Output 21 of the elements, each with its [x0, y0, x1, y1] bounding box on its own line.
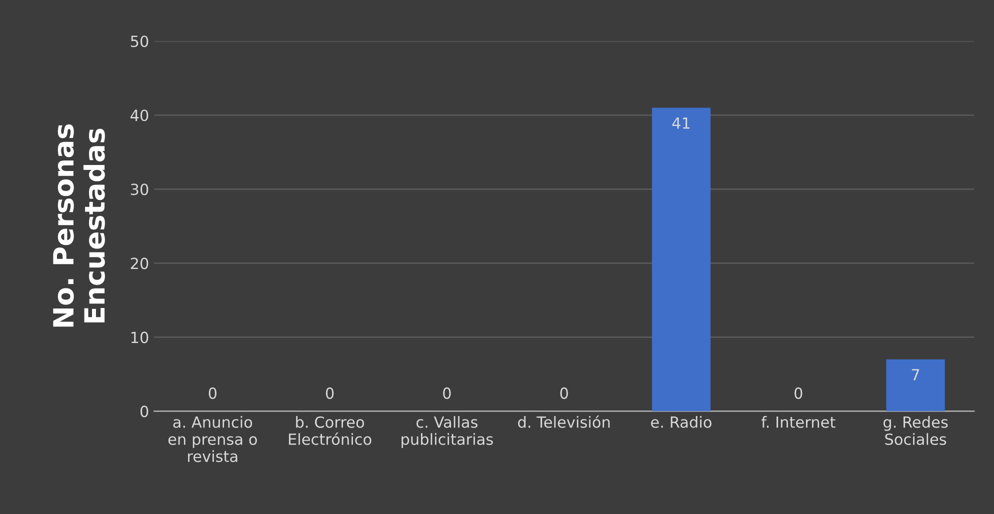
x-tick-label: f. Internet — [761, 416, 836, 428]
data-label: 0 — [208, 387, 216, 399]
y-tick-label: 0 — [140, 406, 148, 418]
x-tick-label: e. Radio — [651, 416, 712, 428]
data-label: 0 — [326, 387, 334, 399]
y-axis-title: No. Personas Encuestadas — [53, 124, 105, 327]
data-label: 0 — [443, 387, 451, 399]
y-tick-label: 10 — [131, 332, 148, 344]
x-tick-label: a. Anuncio en prensa o revista — [168, 416, 257, 462]
data-label: 0 — [560, 387, 568, 399]
y-tick-label: 50 — [130, 36, 148, 48]
y-tick-label: 40 — [130, 110, 148, 122]
x-tick-label: c. Vallas publicitarias — [402, 416, 493, 448]
data-label: 41 — [672, 117, 690, 129]
data-label: 7 — [912, 369, 920, 380]
y-tick-label: 30 — [130, 184, 148, 196]
data-label: 0 — [794, 387, 802, 399]
x-tick-label: g. Redes Sociales — [883, 416, 948, 445]
x-tick-label: b. Correo Electrónico — [288, 416, 372, 445]
x-tick-label: d. Televisión — [518, 415, 610, 428]
y-tick-label: 20 — [130, 258, 148, 270]
